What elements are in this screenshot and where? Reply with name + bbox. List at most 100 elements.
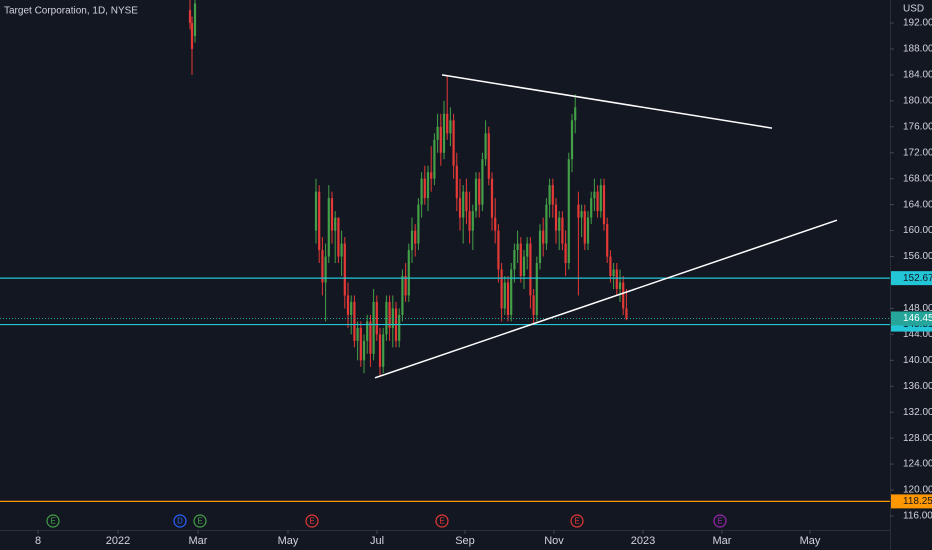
- y-tick-label: 144.00: [903, 329, 932, 340]
- event-marker: [46, 514, 60, 528]
- plot-area: [0, 0, 890, 502]
- candle-body: [366, 321, 369, 341]
- event-label: D: [177, 517, 183, 526]
- candle-body: [378, 334, 382, 367]
- candle-body: [350, 301, 353, 315]
- y-tick-label: 128.00: [903, 433, 932, 444]
- candle-body: [334, 217, 337, 231]
- y-tick-label: 132.00: [903, 407, 932, 418]
- candle-body: [458, 198, 462, 218]
- candle-body: [583, 211, 586, 244]
- candle-body: [439, 126, 442, 153]
- candle-body: [455, 165, 458, 199]
- candle-body: [615, 269, 618, 289]
- candle-body: [618, 282, 622, 289]
- y-tick-label: 136.00: [903, 381, 932, 392]
- candle-body: [574, 107, 577, 121]
- candle-body: [561, 217, 564, 244]
- candle-body: [481, 159, 484, 205]
- candle-body: [452, 120, 455, 166]
- y-tick-label: 124.00: [903, 459, 932, 470]
- candle-body: [404, 275, 407, 296]
- y-tick-label: 188.00: [903, 44, 932, 55]
- event-marker: [173, 514, 187, 528]
- candle-body: [490, 178, 494, 218]
- candle-body: [391, 308, 394, 328]
- trend-line: [441, 74, 773, 129]
- candle-body: [478, 178, 481, 205]
- candle-body: [407, 250, 410, 296]
- y-tick-label: 180.00: [903, 96, 932, 107]
- candle-body: [356, 327, 359, 341]
- last-price-label: 146.45: [903, 313, 932, 324]
- candle-body: [337, 217, 340, 257]
- candle-body: [529, 243, 532, 296]
- chart-title: Target Corporation, 1D, NYSE: [4, 6, 138, 17]
- candle-body: [340, 243, 343, 257]
- candle-body: [516, 243, 519, 251]
- candle-body: [596, 191, 599, 212]
- candle-body: [567, 159, 570, 264]
- candle-body: [410, 230, 414, 251]
- candle-body: [538, 230, 542, 264]
- candle-body: [471, 211, 474, 231]
- candle-body: [468, 211, 471, 231]
- event-marker: [305, 514, 319, 528]
- x-tick-label: Mar: [713, 535, 732, 547]
- x-tick-label: 2023: [631, 535, 655, 547]
- y-tick-label: 168.00: [903, 173, 932, 184]
- candle-body: [343, 243, 346, 296]
- candle-body: [327, 198, 330, 257]
- candle-body: [474, 178, 478, 212]
- candle-body: [532, 295, 535, 315]
- candle-body: [564, 243, 567, 264]
- x-tick-label: May: [800, 535, 821, 547]
- event-label: E: [309, 517, 314, 526]
- candle-body: [554, 204, 558, 231]
- event-label: E: [717, 517, 722, 526]
- y-tick-label: 172.00: [903, 147, 932, 158]
- candle-body: [372, 301, 375, 354]
- candle-body: [586, 217, 590, 244]
- candle-body: [542, 230, 545, 244]
- event-label: E: [439, 517, 444, 526]
- candle-body: [593, 191, 596, 199]
- candle-body: [449, 120, 452, 134]
- candle-body: [385, 301, 388, 335]
- event-marker: [435, 514, 449, 528]
- x-tick-label: Sep: [455, 535, 475, 547]
- y-tick-label: 160.00: [903, 225, 932, 236]
- candle-body: [602, 185, 606, 225]
- candle-body: [318, 191, 321, 251]
- candle-body: [321, 250, 324, 283]
- candle-body: [442, 113, 446, 153]
- y-tick-label: 148.00: [903, 303, 932, 314]
- candle-body: [462, 191, 465, 218]
- y-tick-label: 184.00: [903, 70, 932, 81]
- candle-body: [484, 133, 487, 160]
- x-tick-label: Nov: [544, 535, 564, 547]
- candle-body: [590, 198, 593, 218]
- candle-body: [417, 204, 420, 244]
- candle-body: [188, 10, 192, 24]
- x-tick-label: Jul: [370, 535, 384, 547]
- x-tick-label: May: [278, 535, 299, 547]
- x-tick-label: 8: [35, 535, 41, 547]
- candle-body: [606, 224, 609, 257]
- candle-body: [500, 269, 503, 309]
- y-tick-label: 116.00: [903, 511, 932, 522]
- x-tick-label: Mar: [189, 535, 208, 547]
- candle-body: [190, 23, 194, 49]
- last-price-box: [891, 311, 932, 326]
- candle-body: [503, 282, 506, 309]
- price-label-box: [891, 494, 932, 509]
- candle-body: [558, 217, 561, 231]
- candle-body: [548, 185, 551, 205]
- candle-body: [420, 178, 423, 205]
- candle-body: [551, 185, 554, 205]
- candle-body: [426, 172, 430, 199]
- candle-body: [353, 301, 356, 341]
- candle-body: [362, 340, 366, 361]
